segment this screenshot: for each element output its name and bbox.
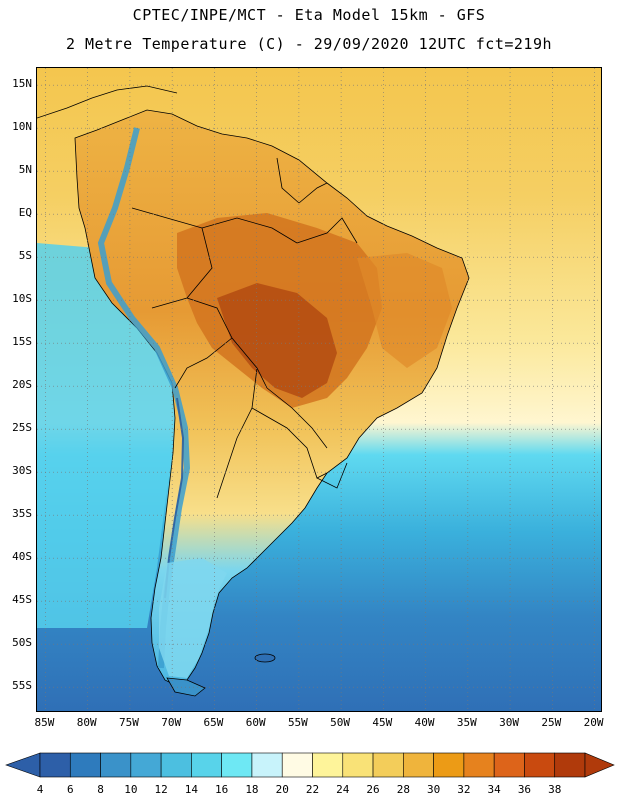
colorbar	[5, 752, 615, 778]
map-title: CPTEC/INPE/MCT - Eta Model 15km - GFS	[132, 6, 486, 24]
longitude-label: 25W	[541, 716, 562, 729]
colorbar-label: 12	[154, 783, 168, 796]
colorbar-bin	[403, 752, 434, 778]
longitude-label: 80W	[76, 716, 97, 729]
colorbar-label: 8	[97, 783, 104, 796]
longitude-label: 20W	[583, 716, 604, 729]
colorbar-label: 18	[245, 783, 259, 796]
colorbar-bin	[191, 752, 222, 778]
falkland-islands	[254, 653, 276, 663]
colorbar-bin	[342, 752, 374, 778]
longitude-label: 35W	[456, 716, 477, 729]
longitude-label: 65W	[203, 716, 224, 729]
colorbar-bin	[39, 752, 71, 778]
colorbar-label: 16	[215, 783, 229, 796]
latitude-label: 15S	[12, 335, 32, 349]
longitude-label: 30W	[499, 716, 519, 729]
colorbar-label: 34	[487, 783, 501, 796]
colorbar-max-arrow	[584, 752, 615, 778]
map-subtitle: 2 Metre Temperature (C) - 29/09/2020 12U…	[65, 35, 553, 53]
latitude-label: EQ	[18, 206, 32, 220]
longitude-label: 50W	[330, 716, 351, 729]
colorbar-label: 10	[124, 783, 138, 796]
longitude-label: 45W	[372, 716, 393, 729]
colorbar-label: 20	[275, 783, 289, 796]
colorbar-label: 24	[336, 783, 350, 796]
latitude-label: 5S	[18, 249, 32, 263]
colorbar-bin	[281, 752, 313, 778]
colorbar-bin	[493, 752, 525, 778]
colorbar-bin	[100, 752, 132, 778]
colorbar-label: 22	[305, 783, 320, 796]
colorbar-label: 4	[36, 783, 44, 796]
latitude-label: 40S	[12, 550, 32, 564]
colorbar-label: 32	[457, 783, 471, 796]
colorbar-bin	[312, 752, 344, 778]
colorbar-bin	[554, 752, 586, 778]
colorbar-bin	[251, 752, 283, 778]
colorbar-bin	[221, 752, 253, 778]
map-frame	[36, 67, 602, 712]
colorbar-bin	[463, 752, 495, 778]
pacific-cool-water	[37, 243, 177, 628]
colorbar-bin	[69, 752, 101, 778]
latitude-label: 15N	[12, 77, 32, 91]
caribbean-coast	[37, 85, 178, 119]
latitude-label: 5N	[18, 163, 32, 177]
longitude-label: 70W	[161, 716, 182, 729]
longitude-label: 85W	[34, 716, 55, 729]
colorbar-label: 30	[426, 783, 441, 796]
latitude-label: 25S	[12, 421, 32, 435]
colorbar-label: 14	[184, 783, 198, 796]
temperature-map	[37, 68, 601, 711]
colorbar-bin	[160, 752, 192, 778]
latitude-label: 30S	[12, 464, 32, 478]
longitude-label: 55W	[287, 716, 308, 729]
patagonia-region	[159, 558, 227, 678]
country-borders	[131, 157, 358, 499]
colorbar-bin	[130, 752, 162, 778]
colorbar-label: 28	[396, 783, 410, 796]
colorbar-label: 6	[66, 783, 74, 796]
latitude-label: 55S	[12, 679, 32, 693]
colorbar-label: 38	[548, 783, 562, 796]
colorbar-min-arrow	[5, 752, 41, 778]
latitude-label: 10N	[12, 120, 32, 134]
colorbar-bin	[433, 752, 465, 778]
latitude-label: 10S	[12, 292, 32, 306]
colorbar-label: 36	[517, 783, 532, 796]
longitude-label: 60W	[245, 716, 266, 729]
northeast-warm	[357, 253, 452, 368]
latitude-label: 45S	[12, 593, 32, 607]
longitude-label: 40W	[414, 716, 435, 729]
longitude-label: 75W	[118, 716, 139, 729]
latitude-label: 20S	[12, 378, 32, 392]
hottest-zone	[217, 283, 337, 398]
colorbar-label: 26	[366, 783, 380, 796]
colorbar-bin	[372, 752, 404, 778]
latitude-label: 35S	[12, 507, 32, 521]
colorbar-bin	[524, 752, 556, 778]
latitude-label: 50S	[12, 636, 32, 650]
